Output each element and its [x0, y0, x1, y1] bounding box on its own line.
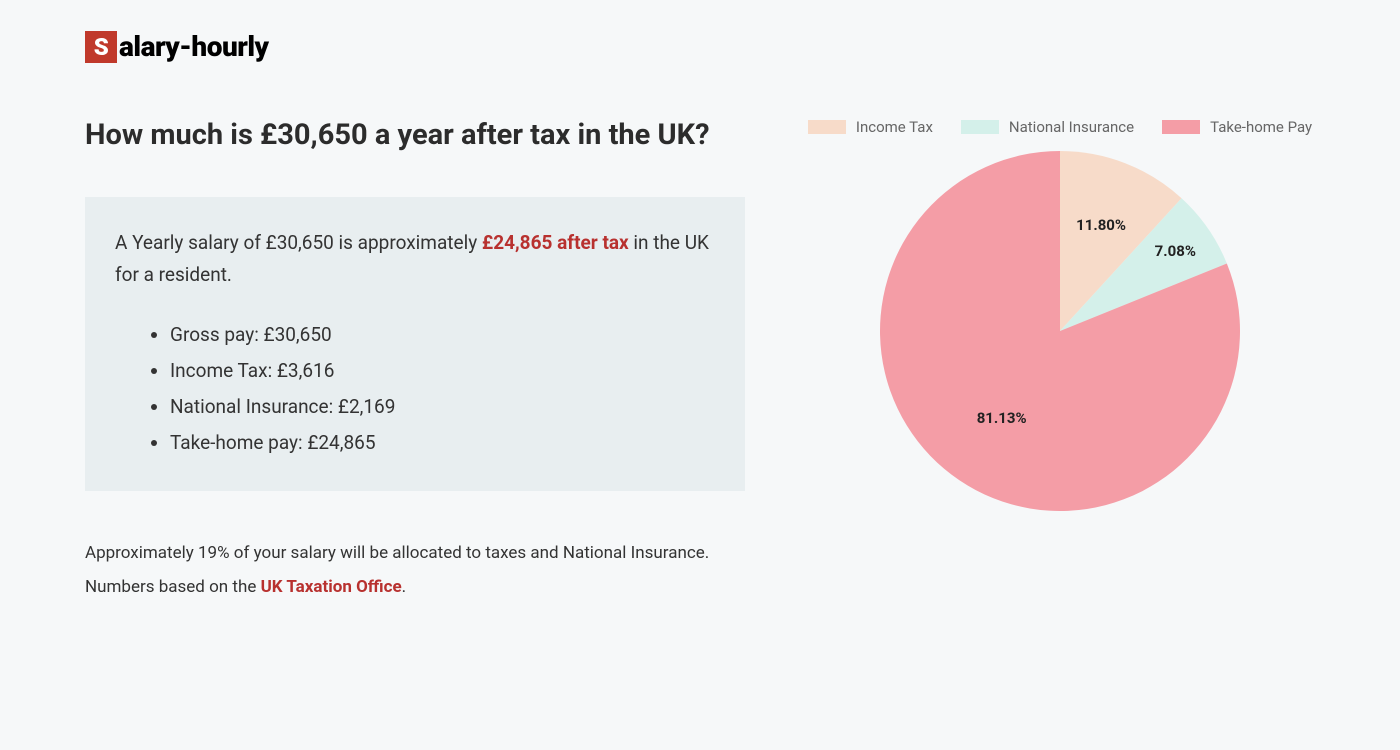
footer-link[interactable]: UK Taxation Office	[261, 577, 402, 597]
list-item: National Insurance: £2,169	[170, 389, 715, 425]
footer-text: Approximately 19% of your salary will be…	[85, 536, 745, 604]
summary-intro: A Yearly salary of £30,650 is approximat…	[115, 227, 715, 292]
pie-slice-label: 11.80%	[1076, 216, 1126, 234]
list-item: Gross pay: £30,650	[170, 317, 715, 353]
footer-line1: Approximately 19% of your salary will be…	[85, 543, 709, 563]
left-column: How much is £30,650 a year after tax in …	[85, 118, 745, 604]
page-title: How much is £30,650 a year after tax in …	[85, 118, 745, 152]
pie-slice-label: 7.08%	[1155, 242, 1196, 260]
list-item: Income Tax: £3,616	[170, 353, 715, 389]
site-logo: Salary-hourly	[85, 30, 1315, 63]
intro-highlight: £24,865 after tax	[482, 231, 629, 254]
footer-line2-after: .	[402, 577, 406, 597]
legend-swatch-icon	[961, 120, 999, 134]
right-column: Income Tax National Insurance Take-home …	[805, 118, 1315, 604]
legend-item: National Insurance	[961, 118, 1134, 136]
legend-swatch-icon	[1162, 120, 1200, 134]
intro-before: A Yearly salary of £30,650 is approximat…	[115, 231, 482, 254]
chart-legend: Income Tax National Insurance Take-home …	[808, 118, 1312, 136]
legend-label: Take-home Pay	[1210, 118, 1312, 136]
pie-slice-label: 81.13%	[977, 409, 1027, 427]
logo-rest: alary-hourly	[119, 30, 269, 63]
legend-label: Income Tax	[856, 118, 933, 136]
footer-line2-before: Numbers based on the	[85, 577, 261, 597]
summary-box: A Yearly salary of £30,650 is approximat…	[85, 197, 745, 491]
legend-label: National Insurance	[1009, 118, 1134, 136]
pie-chart: 11.80% 7.08% 81.13%	[880, 151, 1240, 511]
pie-svg	[880, 151, 1240, 511]
legend-item: Take-home Pay	[1162, 118, 1312, 136]
legend-swatch-icon	[808, 120, 846, 134]
content-row: How much is £30,650 a year after tax in …	[85, 118, 1315, 604]
legend-item: Income Tax	[808, 118, 933, 136]
logo-letter-icon: S	[85, 31, 117, 63]
list-item: Take-home pay: £24,865	[170, 425, 715, 461]
summary-list: Gross pay: £30,650 Income Tax: £3,616 Na…	[115, 317, 715, 461]
